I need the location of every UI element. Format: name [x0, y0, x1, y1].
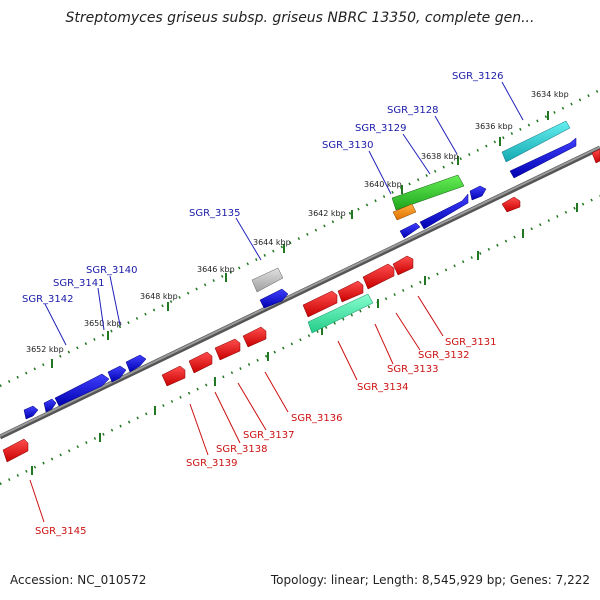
tick-label: 3644 kbp [253, 238, 291, 247]
gene-label-sgr-3136: SGR_3136 [291, 413, 343, 424]
gene-sgr-3132 [362, 263, 395, 290]
gene-small-a [469, 185, 487, 201]
genome-stats: Topology: linear; Length: 8,545,929 bp; … [270, 573, 590, 587]
gene-sgr-3135 [259, 288, 289, 309]
gene-sgr-3140 [125, 354, 147, 373]
gene-sgr-3137 [214, 338, 241, 361]
gene-sgr-3142 [54, 373, 110, 407]
forward-leaders [44, 81, 524, 346]
gene-sgr-3128 [419, 193, 469, 230]
gene-red-edge [591, 148, 600, 164]
gene-label-sgr-3133: SGR_3133 [387, 364, 439, 375]
reverse-genes[interactable] [2, 148, 600, 463]
gene-label-sgr-3138: SGR_3138 [216, 444, 268, 455]
reverse-gene-labels: SGR_3131 SGR_3132 SGR_3133 SGR_3134 SGR_… [35, 337, 497, 537]
tick-label: 3646 kbp [197, 265, 235, 274]
gene-sgr-3133 [337, 280, 364, 303]
tick-label: 3652 kbp [26, 345, 64, 354]
gene-label-sgr-3140: SGR_3140 [86, 265, 138, 276]
gene-sgr-3145 [2, 438, 29, 463]
gene-small-b [43, 398, 57, 413]
tick-labels: 3634 kbp 3636 kbp 3638 kbp 3640 kbp 3642… [26, 90, 569, 354]
tick-label: 3634 kbp [531, 90, 569, 99]
gene-label-sgr-3129: SGR_3129 [355, 123, 407, 134]
gene-cyan [501, 120, 571, 163]
gene-label-sgr-3131: SGR_3131 [445, 337, 497, 348]
gene-label-sgr-3128: SGR_3128 [387, 105, 439, 116]
gene-teal [307, 293, 374, 334]
gene-grey [251, 267, 284, 293]
tick-label: 3636 kbp [475, 122, 513, 131]
reverse-ruler [0, 194, 600, 486]
gene-sgr-3138 [188, 351, 213, 374]
reverse-leaders [29, 295, 444, 523]
gene-sgr-3131 [392, 255, 414, 276]
gene-sgr-3126 [509, 137, 577, 179]
map-title: Streptomyces griseus subsp. griseus NBRC… [65, 10, 535, 26]
forward-gene-labels: SGR_3126 SGR_3128 SGR_3129 SGR_3130 SGR_… [22, 71, 504, 305]
gene-label-sgr-3126: SGR_3126 [452, 71, 504, 82]
gene-sgr-3136 [242, 326, 267, 348]
gene-green [391, 174, 465, 211]
gene-label-sgr-3130: SGR_3130 [322, 140, 374, 151]
tick-label: 3642 kbp [308, 209, 346, 218]
gene-label-sgr-3139: SGR_3139 [186, 458, 238, 469]
tick-label: 3640 kbp [364, 180, 402, 189]
gene-orange [392, 203, 417, 221]
gene-label-sgr-3141: SGR_3141 [53, 278, 105, 289]
highlight-genes[interactable] [251, 120, 571, 334]
major-ticks [51, 111, 549, 368]
gene-label-sgr-3142: SGR_3142 [22, 294, 74, 305]
tick-label: 3638 kbp [421, 152, 459, 161]
gene-sgr-3141 [107, 365, 127, 383]
forward-ruler [0, 88, 600, 388]
gene-sgr-3139 [161, 365, 186, 387]
gene-sgr-3128b [399, 222, 421, 239]
genome-backbone [0, 145, 600, 440]
gene-sgr-3134 [302, 290, 338, 318]
gene-red-small [501, 196, 521, 213]
forward-genes[interactable] [23, 137, 577, 420]
gene-label-sgr-3135: SGR_3135 [189, 208, 241, 219]
gene-label-sgr-3145: SGR_3145 [35, 526, 87, 537]
gene-label-sgr-3134: SGR_3134 [357, 382, 409, 393]
gene-label-sgr-3132: SGR_3132 [418, 350, 470, 361]
gene-small-c [23, 405, 39, 420]
accession-text: Accession: NC_010572 [10, 573, 147, 587]
gene-label-sgr-3137: SGR_3137 [243, 430, 295, 441]
tick-label: 3648 kbp [140, 292, 178, 301]
